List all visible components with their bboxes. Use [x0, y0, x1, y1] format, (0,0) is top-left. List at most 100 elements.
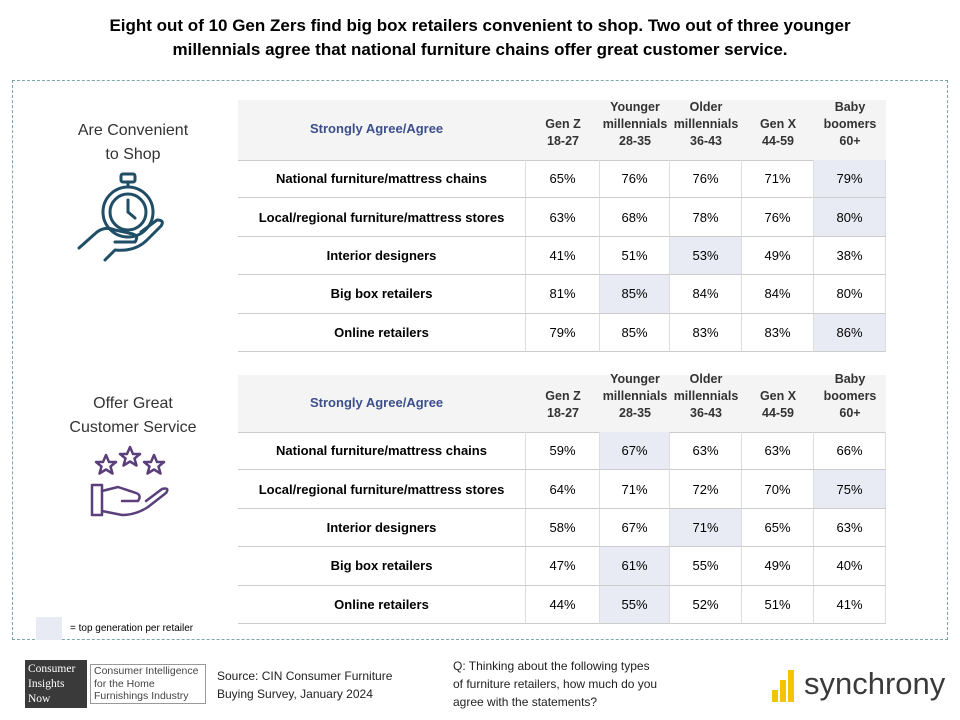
value-cell: 79%: [814, 160, 886, 199]
column-header: 44-59: [762, 134, 794, 148]
stars-hand-icon: [90, 445, 169, 517]
value-cell: 70%: [742, 470, 814, 509]
table-header-bg: [238, 375, 886, 433]
column-header: 36-43: [690, 406, 722, 420]
row-label: Local/regional furniture/mattress stores: [238, 198, 526, 237]
column-header: Gen X: [759, 389, 797, 403]
logo-tagline-line: Consumer Intelligence: [94, 665, 199, 677]
logo-text: Insights: [28, 678, 65, 690]
logo-text: Consumer: [28, 663, 76, 675]
column-header: 28-35: [619, 406, 651, 420]
column-header: 28-35: [619, 134, 651, 148]
row-label: Interior designers: [238, 236, 526, 276]
row-label: National furniture/mattress chains: [238, 160, 526, 199]
source-line: Buying Survey, January 2024: [217, 687, 373, 701]
value-cell: 80%: [814, 198, 886, 237]
value-cell: 58%: [526, 508, 600, 548]
value-cell: 76%: [600, 160, 670, 199]
value-cell: 83%: [670, 313, 742, 352]
column-header: millennials: [602, 117, 668, 131]
legend-text: = top generation per retailer: [70, 623, 194, 634]
column-header: Gen X: [759, 117, 797, 131]
row-label: Big box retailers: [238, 275, 526, 314]
column-header: 18-27: [547, 134, 579, 148]
value-cell: 49%: [742, 547, 814, 586]
value-cell: 40%: [814, 547, 886, 586]
question-line: Q: Thinking about the following types: [453, 659, 650, 673]
column-header: Baby: [834, 100, 866, 114]
column-header: 60+: [839, 134, 861, 148]
value-cell: 63%: [814, 508, 886, 548]
value-cell: 59%: [526, 432, 600, 471]
value-cell: 86%: [814, 313, 886, 352]
value-cell: 51%: [742, 585, 814, 624]
value-cell: 79%: [526, 313, 600, 352]
section-label-line: to Shop: [105, 146, 161, 163]
value-cell: 55%: [600, 585, 670, 624]
row-label: Online retailers: [238, 585, 526, 624]
logo-text: Now: [28, 693, 51, 705]
value-cell: 71%: [742, 160, 814, 199]
value-cell: 63%: [526, 198, 600, 237]
value-cell: 63%: [742, 432, 814, 471]
column-header: Older: [689, 372, 723, 386]
value-cell: 67%: [600, 432, 670, 471]
column-header: Baby: [834, 372, 866, 386]
row-label: National furniture/mattress chains: [238, 432, 526, 471]
value-cell: 44%: [526, 585, 600, 624]
value-cell: 76%: [670, 160, 742, 199]
content-frame: [12, 80, 948, 640]
logo-mark: Consumer Insights Now: [25, 660, 87, 708]
value-cell: 65%: [742, 508, 814, 548]
row-label: Local/regional furniture/mattress stores: [238, 470, 526, 509]
question-line: of furniture retailers, how much do you: [453, 677, 658, 691]
value-cell: 64%: [526, 470, 600, 509]
value-cell: 84%: [670, 275, 742, 314]
source: Source: CIN Consumer Furniture Buying Su…: [217, 667, 392, 703]
value-cell: 72%: [670, 470, 742, 509]
column-header: Gen Z: [545, 117, 581, 131]
column-header: boomers: [823, 117, 877, 131]
logo-tagline: Consumer Intelligence for the Home Furni…: [90, 664, 206, 704]
section-label-line: Offer Great: [93, 395, 173, 412]
value-cell: 67%: [600, 508, 670, 548]
brand-name: synchrony: [804, 666, 946, 701]
section-label: Offer Great Customer Service: [48, 392, 218, 440]
value-cell: 75%: [814, 470, 886, 509]
row-label: Online retailers: [238, 313, 526, 352]
value-cell: 55%: [670, 547, 742, 586]
column-header: boomers: [823, 389, 877, 403]
section-label: Are Convenient to Shop: [48, 119, 218, 167]
value-cell: 71%: [600, 470, 670, 509]
value-cell: 61%: [600, 547, 670, 586]
value-cell: 52%: [670, 585, 742, 624]
source-line: Source: CIN Consumer Furniture: [217, 669, 393, 683]
value-cell: 63%: [670, 432, 742, 471]
legend-swatch: [36, 617, 62, 640]
value-cell: 83%: [742, 313, 814, 352]
column-header: 36-43: [690, 134, 722, 148]
value-cell: 68%: [600, 198, 670, 237]
header-label: Strongly Agree/Agree: [310, 394, 444, 410]
column-header: Older: [689, 100, 723, 114]
value-cell: 49%: [742, 236, 814, 276]
row-label: Interior designers: [238, 508, 526, 548]
section-label-line: Customer Service: [69, 419, 197, 436]
value-cell: 66%: [814, 432, 886, 471]
value-cell: 78%: [670, 198, 742, 237]
value-cell: 51%: [600, 236, 670, 276]
question-line: agree with the statements?: [453, 695, 598, 709]
section-label-line: Are Convenient: [77, 122, 189, 139]
value-cell: 81%: [526, 275, 600, 314]
value-cell: 85%: [600, 313, 670, 352]
value-cell: 80%: [814, 275, 886, 314]
column-header: millennials: [602, 389, 668, 403]
column-header: Younger: [610, 100, 660, 114]
value-cell: 71%: [670, 508, 742, 548]
headline-line: millennials agree that national furnitur…: [172, 40, 788, 59]
value-cell: 41%: [526, 236, 600, 276]
column-header: 60+: [839, 406, 861, 420]
header-label: Strongly Agree/Agree: [310, 121, 444, 136]
value-cell: 53%: [670, 236, 742, 276]
